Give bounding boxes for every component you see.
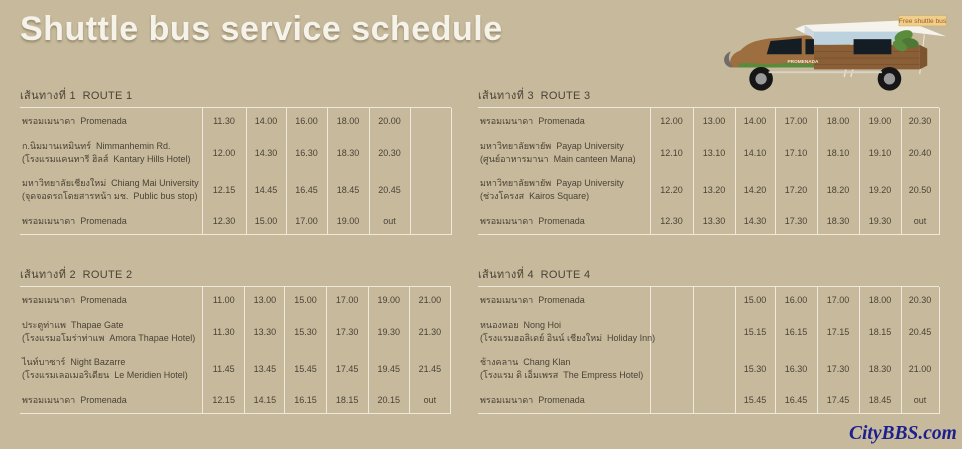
svg-text:PROMENADA: PROMENADA — [788, 59, 820, 65]
svg-text:Free shuttle bus: Free shuttle bus — [899, 18, 947, 25]
